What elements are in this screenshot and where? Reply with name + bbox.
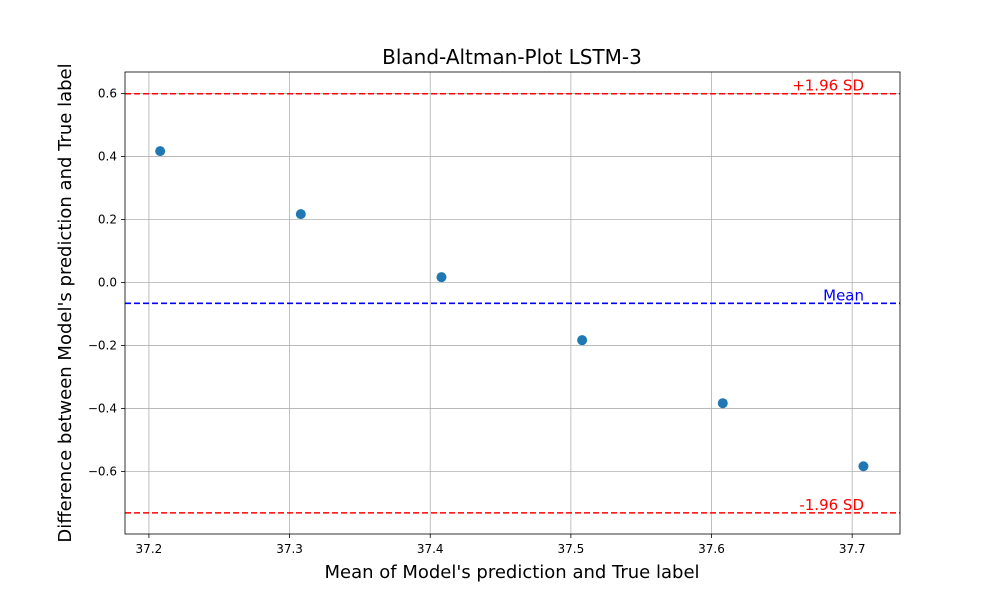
plot-frame	[124, 71, 901, 535]
y-tick-label: 0.6	[98, 86, 117, 100]
reference-lines: +1.96 SD Mean -1.96 SD	[125, 77, 900, 514]
data-point	[577, 335, 588, 346]
upper-loa-label: +1.96 SD	[792, 77, 864, 95]
x-tick-label: 37.5	[558, 542, 585, 556]
chart-title: Bland-Altman-Plot LSTM-3	[382, 45, 642, 69]
y-tick-label: 0.0	[98, 276, 117, 290]
data-point	[436, 272, 447, 283]
y-axis-label: Difference between Model's prediction an…	[55, 63, 76, 542]
y-axis-ticks: 0.6 0.4 0.2 0.0 −0.2 −0.4 −0.6	[88, 86, 125, 479]
data-point	[717, 398, 728, 409]
data-points	[155, 146, 869, 472]
y-tick-label: −0.2	[88, 339, 117, 353]
data-point	[858, 461, 869, 472]
x-tick-label: 37.4	[417, 542, 444, 556]
mean-label: Mean	[823, 286, 864, 304]
y-tick-label: 0.2	[98, 212, 117, 226]
y-tick-label: −0.4	[88, 402, 117, 416]
x-tick-label: 37.6	[698, 542, 725, 556]
lower-loa-label: -1.96 SD	[799, 496, 864, 514]
x-axis-label: Mean of Model's prediction and True labe…	[324, 562, 699, 583]
x-tick-label: 37.2	[136, 542, 163, 556]
y-tick-label: 0.4	[98, 149, 117, 163]
x-tick-label: 37.7	[839, 542, 866, 556]
y-tick-label: −0.6	[88, 465, 117, 479]
data-point	[295, 209, 306, 220]
data-point	[155, 146, 166, 157]
x-tick-label: 37.3	[276, 542, 303, 556]
x-axis-ticks: 37.2 37.3 37.4 37.5 37.6 37.7	[136, 534, 866, 556]
